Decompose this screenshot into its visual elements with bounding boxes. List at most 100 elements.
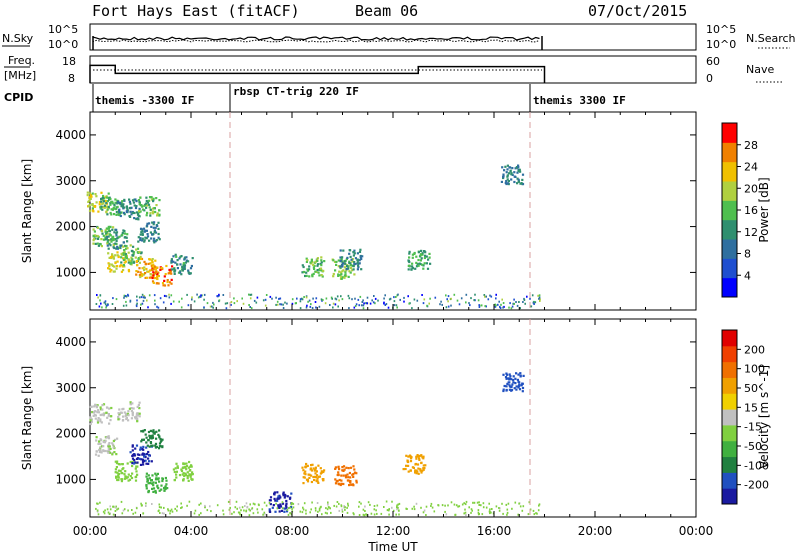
ground-scatter-point	[102, 510, 105, 513]
data-point	[107, 435, 110, 438]
data-point	[279, 505, 282, 508]
data-point	[129, 402, 132, 406]
data-point	[335, 263, 338, 266]
ground-scatter-point	[252, 502, 255, 505]
data-point	[349, 249, 352, 252]
data-point	[521, 173, 525, 176]
data-point	[147, 450, 150, 454]
data-point	[514, 377, 517, 380]
data-point	[154, 491, 157, 494]
ground-scatter-point	[488, 502, 490, 505]
data-point	[122, 269, 125, 272]
ground-scatter-point	[341, 298, 344, 301]
data-point	[114, 254, 117, 257]
data-point	[152, 223, 155, 226]
data-point	[152, 274, 155, 277]
data-point	[314, 260, 317, 263]
data-point	[151, 444, 154, 447]
data-point	[269, 503, 272, 506]
y-tick-label: 3000	[55, 174, 86, 188]
data-point	[145, 483, 148, 487]
data-point	[119, 203, 122, 206]
ground-scatter-point	[168, 296, 171, 299]
ground-scatter-point	[176, 505, 178, 508]
ground-scatter-point	[282, 303, 284, 306]
data-point	[337, 471, 340, 474]
data-point	[268, 499, 271, 502]
data-point	[139, 271, 142, 274]
ground-scatter-point	[123, 294, 126, 297]
data-point	[141, 232, 144, 235]
ground-scatter-point	[494, 305, 497, 308]
data-point	[349, 262, 352, 265]
data-point	[312, 467, 315, 470]
data-point	[128, 407, 131, 410]
data-point	[110, 406, 113, 410]
ground-scatter-point	[395, 296, 397, 298]
data-point	[170, 260, 174, 263]
data-point	[132, 261, 136, 264]
data-point	[515, 388, 518, 391]
data-point	[154, 444, 157, 447]
data-point	[304, 274, 307, 278]
data-point	[164, 485, 167, 488]
data-point	[97, 411, 101, 414]
data-point	[98, 448, 101, 451]
ground-scatter-point	[263, 501, 266, 504]
data-point	[312, 266, 315, 269]
data-point	[313, 264, 316, 267]
data-point	[116, 200, 120, 203]
ground-scatter-point	[430, 502, 433, 505]
data-point	[124, 244, 127, 247]
data-point	[151, 436, 155, 439]
data-point	[420, 471, 423, 474]
colorbar-tick-label: -200	[744, 479, 769, 492]
data-point	[306, 268, 309, 271]
data-point	[96, 234, 99, 238]
ground-scatter-point	[142, 512, 144, 515]
data-point	[160, 439, 163, 442]
data-point	[153, 207, 156, 210]
data-point	[343, 274, 346, 277]
data-point	[314, 475, 317, 478]
data-point	[306, 259, 309, 262]
data-point	[115, 228, 118, 231]
ground-scatter-point	[269, 295, 272, 298]
ground-scatter-point	[392, 509, 395, 512]
ground-scatter-point	[292, 502, 295, 505]
data-point	[129, 475, 132, 478]
data-point	[150, 259, 154, 262]
data-point	[315, 479, 318, 482]
ground-scatter-point	[385, 303, 388, 305]
ground-scatter-point	[172, 300, 175, 303]
data-point	[86, 191, 89, 194]
ground-scatter-point	[299, 300, 302, 303]
data-point	[353, 252, 356, 255]
ground-scatter-point	[369, 503, 371, 506]
data-point	[92, 210, 95, 213]
data-point	[405, 454, 408, 457]
ground-scatter-point	[473, 299, 475, 302]
ground-scatter-point	[107, 511, 110, 514]
data-point	[521, 382, 524, 385]
colorbar-swatch	[722, 181, 737, 201]
y-tick-label: 4000	[55, 128, 86, 142]
data-point	[411, 466, 414, 469]
data-point	[315, 470, 318, 473]
ground-scatter-point	[196, 293, 198, 296]
data-point	[148, 445, 151, 448]
ground-scatter-point	[290, 503, 293, 506]
data-point	[118, 408, 121, 411]
ground-scatter-point	[311, 307, 314, 309]
data-point	[155, 270, 158, 273]
data-point	[144, 272, 147, 275]
data-point	[316, 264, 319, 267]
data-point	[334, 482, 338, 485]
ground-scatter-point	[248, 514, 251, 517]
data-point	[320, 269, 323, 272]
colorbar-tick-label: 28	[744, 139, 758, 152]
data-point	[131, 457, 135, 460]
data-point	[88, 196, 91, 199]
data-point	[108, 263, 111, 266]
ground-scatter-point	[363, 514, 366, 517]
